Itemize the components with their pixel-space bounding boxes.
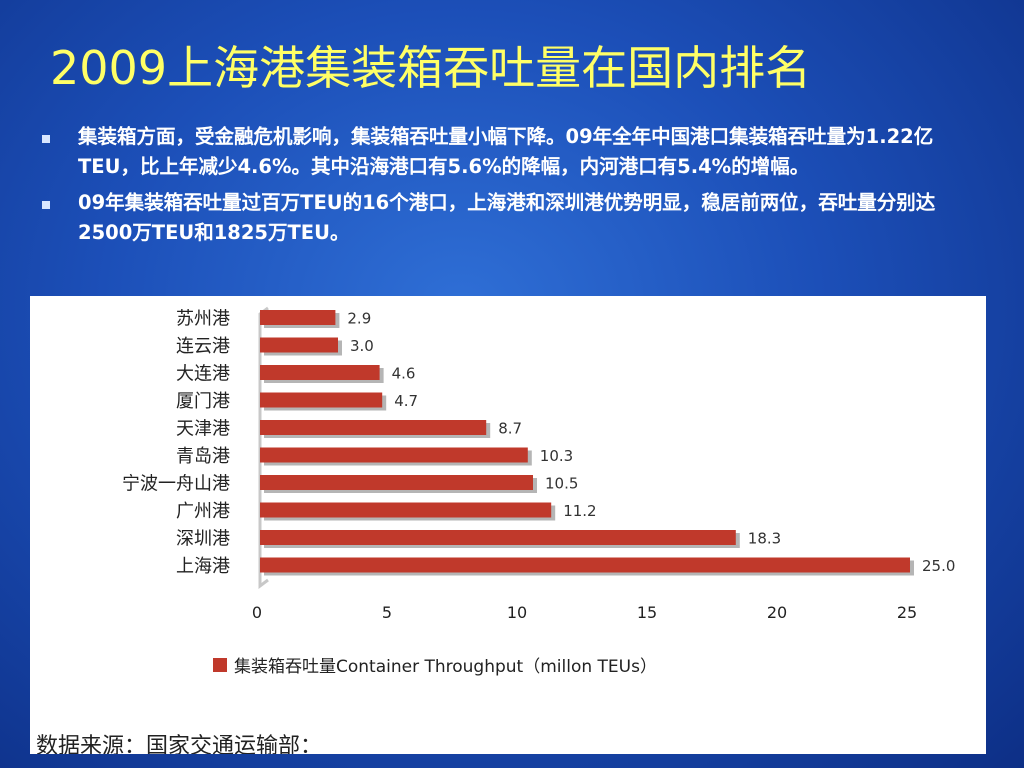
bar [260, 502, 552, 518]
x-tick-label: 5 [382, 603, 392, 622]
value-label: 4.7 [394, 392, 418, 410]
value-label: 4.6 [392, 365, 416, 383]
bullet-text: 集装箱方面，受金融危机影响，集装箱吞吐量小幅下降。09年全年中国港口集装箱吞吐量… [78, 125, 934, 178]
value-label: 3.0 [350, 337, 374, 355]
legend-swatch [213, 658, 227, 672]
legend-label: 集装箱吞吐量Container Throughput（millon TEUs） [234, 657, 657, 677]
value-label: 2.9 [347, 310, 371, 328]
bar [260, 420, 487, 435]
category-label: 深圳港 [176, 529, 230, 550]
bar [260, 475, 533, 490]
value-label: 18.3 [748, 530, 781, 548]
category-label: 宁波一舟山港 [122, 474, 230, 495]
bar [260, 365, 380, 380]
bar [260, 337, 338, 353]
bullet-item: 集装箱方面，受金融危机影响，集装箱吞吐量小幅下降。09年全年中国港口集装箱吞吐量… [38, 122, 988, 182]
value-label: 11.2 [563, 502, 596, 520]
category-label: 大连港 [176, 364, 230, 385]
bar [260, 392, 383, 408]
bar [260, 310, 336, 325]
x-tick-label: 10 [507, 603, 527, 622]
source-note: 数据来源：国家交通运输部： [36, 734, 323, 754]
value-label: 10.5 [545, 475, 578, 493]
bar [260, 530, 736, 545]
bar-chart: 苏州港 2.9 连云港 3.0 大连港 4.6 厦门港 4.7 天津港 8.7 青岛港 10.3 宁波一… [122, 306, 955, 677]
value-label: 8.7 [498, 420, 522, 438]
category-label: 苏州港 [176, 309, 230, 330]
chart-panel: 苏州港 2.9 连云港 3.0 大连港 4.6 厦门港 4.7 天津港 8.7 青岛港 10.3 宁波一… [30, 296, 986, 754]
x-tick-label: 15 [637, 603, 657, 622]
value-label: 10.3 [540, 447, 573, 465]
square-bullet-icon [42, 201, 50, 209]
bullet-item: 09年集装箱吞吐量过百万TEU的16个港口，上海港和深圳港优势明显，稳居前两位，… [38, 188, 988, 248]
category-label: 上海港 [176, 556, 230, 577]
bullet-list: 集装箱方面，受金融危机影响，集装箱吞吐量小幅下降。09年全年中国港口集装箱吞吐量… [38, 122, 988, 254]
category-label: 天津港 [176, 419, 230, 440]
category-label: 广州港 [176, 501, 230, 522]
x-tick-label: 25 [897, 603, 917, 622]
category-label: 厦门港 [176, 391, 230, 412]
value-label: 25.0 [922, 557, 955, 575]
x-tick-label: 0 [252, 603, 262, 622]
category-label: 青岛港 [176, 446, 230, 467]
x-tick-label: 20 [767, 603, 787, 622]
bar [260, 447, 528, 463]
bar [260, 557, 910, 573]
bullet-text: 09年集装箱吞吐量过百万TEU的16个港口，上海港和深圳港优势明显，稳居前两位，… [78, 191, 936, 244]
square-bullet-icon [42, 135, 50, 143]
category-label: 连云港 [176, 336, 230, 357]
slide-title: 2009上海港集装箱吞吐量在国内排名 [50, 41, 812, 95]
